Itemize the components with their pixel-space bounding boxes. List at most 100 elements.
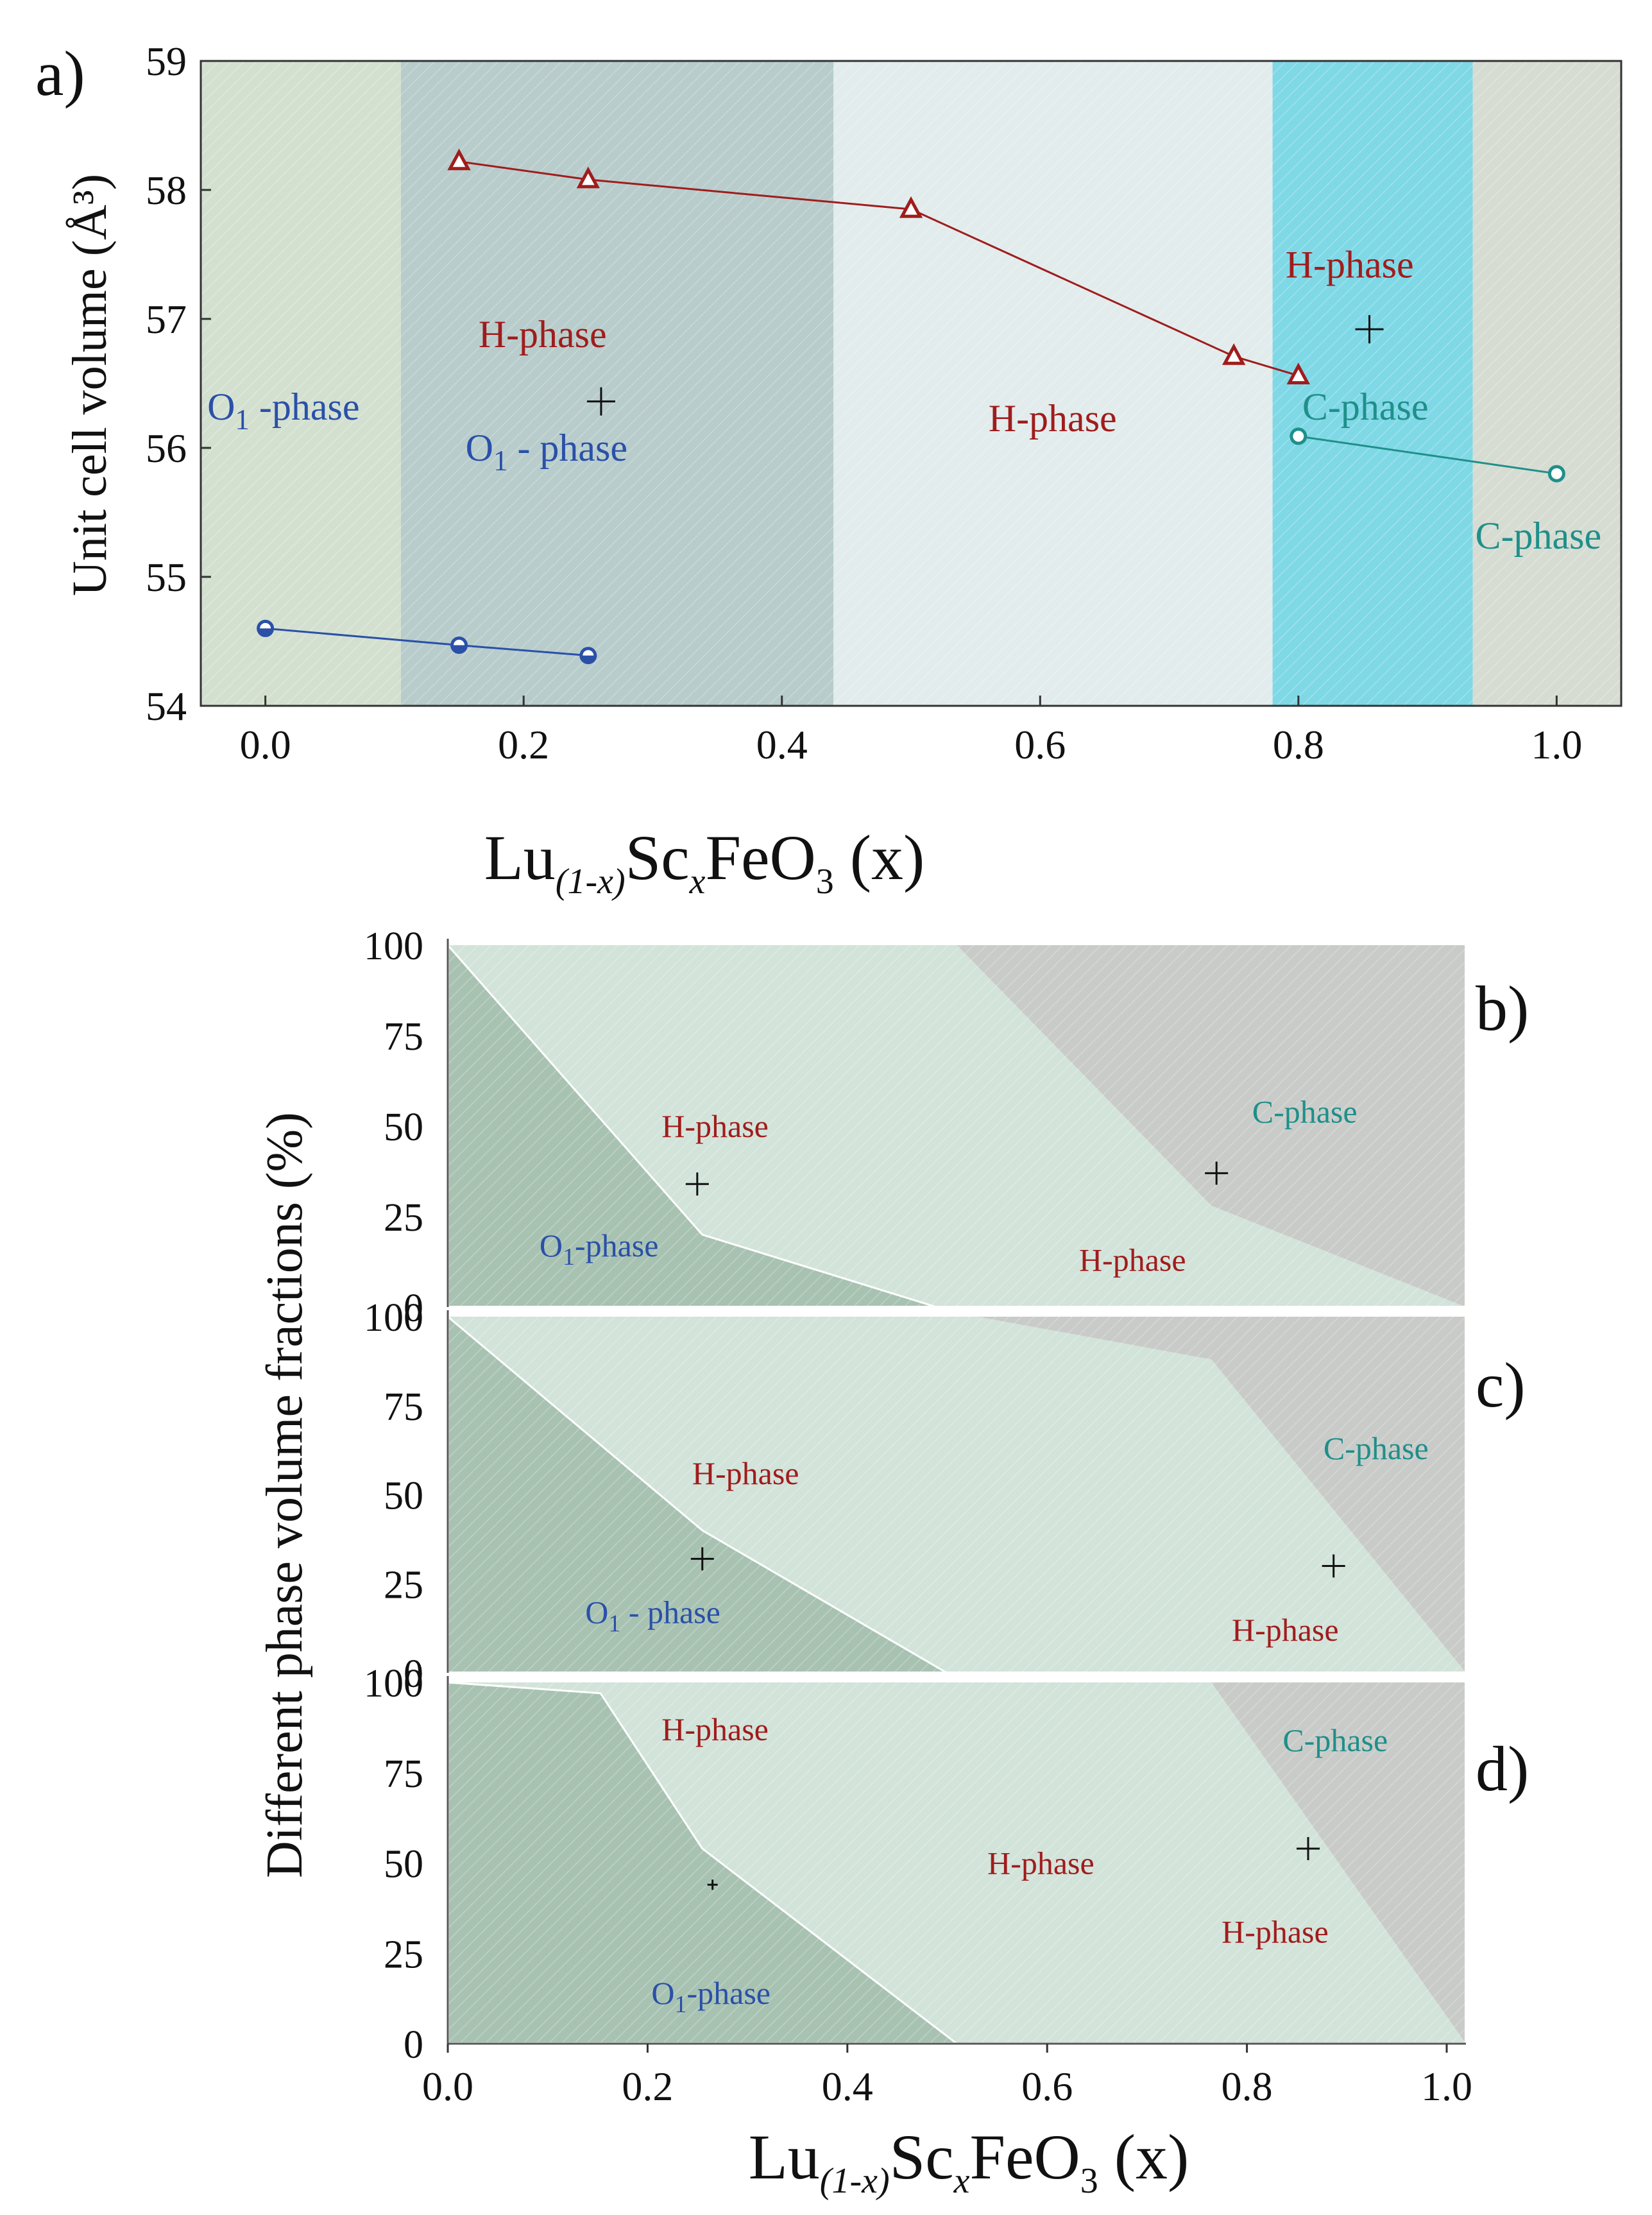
marker-cross-b-1 [1205, 1161, 1229, 1185]
phase-annotation-b-2: C-phase [1252, 1093, 1358, 1129]
marker-cross-a-1 [1355, 315, 1384, 344]
phase-boundary-b [447, 945, 937, 1308]
phase-annotation-a-0: O1 -phase [207, 386, 359, 436]
x-tick-label-bcd: 0.0 [422, 2064, 473, 2109]
annotations-d: H-phase H-phase C-phase H-phase O1-phase [651, 1711, 1388, 2018]
data-point-open-circle [1547, 465, 1565, 483]
y-tick-label-c: 100 [364, 1296, 423, 1340]
data-point-circle-fill [452, 645, 466, 653]
annotations-c: H-phase O1 - phase C-phase H-phase [585, 1430, 1428, 1648]
phase-region-hatch-b-2 [957, 945, 1466, 1307]
phase-region-hatch-a-4 [1472, 61, 1621, 706]
phase-annotation-d-4: O1-phase [651, 1975, 771, 2018]
phase-annotation-a-4: H-phase [1286, 244, 1414, 286]
y-tick-label-a: 54 [146, 683, 187, 729]
phase-boundary-c [447, 1315, 948, 1674]
x-tick-label-bcd: 0.4 [822, 2064, 873, 2109]
y-tick-label-d: 100 [364, 1662, 423, 1706]
x-tick-label-a: 0.4 [756, 722, 808, 767]
x-tick-label-bcd: 0.2 [622, 2064, 673, 2109]
x-tick-label-a: 1.0 [1531, 722, 1582, 767]
panel-label-c: c) [1476, 1349, 1526, 1421]
y-tick-label-a: 56 [146, 425, 187, 471]
y-tick-label-c: 75 [384, 1385, 423, 1429]
phase-region-hatch-a-1 [400, 61, 834, 706]
y-tick-label-b: 100 [364, 925, 423, 968]
x-tick-label-a: 0.0 [240, 722, 291, 767]
phase-annotation-d-0: H-phase [661, 1711, 769, 1747]
data-point-triangle [576, 166, 600, 189]
axis-ticks-a: 0.0 0.2 0.4 0.6 0.8 1.0 54 55 56 57 58 59 [146, 38, 1582, 767]
y-tick-label-b: 50 [384, 1106, 423, 1149]
y-tick-label-a: 57 [146, 296, 187, 342]
chart-panel-d: H-phase H-phase C-phase H-phase O1-phase 0 25… [364, 1662, 1529, 2067]
chart-panel-b: H-phase O1-phase C-phase H-phase 0 25 50 75 100… [364, 925, 1529, 1330]
data-point-triangle [899, 196, 923, 218]
chart-panel-c: H-phase O1 - phase C-phase H-phase 0 25 50 75 1… [364, 1296, 1526, 1696]
panel-label-b: b) [1476, 973, 1529, 1044]
y-axis-label-bcd: Different phase volume fractions (%) [257, 1112, 313, 1878]
phase-regions-c [447, 1309, 1467, 1674]
data-point-circle-fill [258, 628, 273, 636]
y-tick-label-a: 55 [146, 554, 187, 600]
data-point-triangle [1286, 363, 1311, 384]
x-axis-ticks-bcd: 0.0 0.2 0.4 0.6 0.8 1.0 [422, 2042, 1472, 2109]
x-tick-label-bcd: 0.6 [1021, 2064, 1073, 2109]
y-tick-label-b: 25 [384, 1196, 423, 1240]
panel-label-d: d) [1476, 1733, 1529, 1804]
phase-regions-a [201, 61, 1621, 706]
chart-panel-a: O1 -phase H-phase O1 - phase H-phase H-phase… [35, 38, 1622, 767]
phase-annotation-c-1: O1 - phase [585, 1594, 720, 1637]
marker-cross-a-0 [586, 387, 615, 416]
annotations-a: O1 -phase H-phase O1 - phase H-phase H-phase… [207, 244, 1601, 557]
phase-boundary-d [447, 1681, 958, 2045]
panel-label-a: a) [35, 38, 85, 109]
series-line-a-2 [1298, 435, 1557, 475]
annotations-b: H-phase O1-phase C-phase H-phase [540, 1093, 1358, 1278]
y-tick-label-d: 50 [384, 1843, 423, 1886]
phase-region-hatch-a-2 [833, 61, 1273, 706]
y-tick-label-b: 0 [404, 1287, 423, 1330]
marker-cross-b-0 [685, 1172, 709, 1196]
phase-annotation-d-3: H-phase [1222, 1913, 1329, 1949]
y-tick-label-a: 59 [146, 38, 187, 84]
marker-cross-c-1 [1322, 1554, 1345, 1578]
data-series-a [257, 148, 1565, 665]
marker-cross-c-0 [690, 1547, 714, 1571]
phase-annotation-d-1: H-phase [987, 1845, 1094, 1881]
y-tick-label-c: 50 [384, 1475, 423, 1518]
marker-cross-d-0 [707, 1879, 718, 1890]
phase-annotation-c-0: H-phase [692, 1455, 799, 1491]
phase-region-hatch-b-1 [448, 945, 1466, 1307]
x-tick-label-bcd: 0.8 [1222, 2064, 1273, 2109]
phase-region-hatch-d-2 [1211, 1682, 1466, 2044]
phase-region-hatch-b-0 [448, 945, 937, 1307]
phase-annotation-a-2: O1 - phase [466, 427, 627, 477]
y-tick-label-b: 75 [384, 1015, 423, 1059]
plot-frame-a [200, 60, 1622, 707]
y-tick-label-a: 58 [146, 167, 187, 213]
data-point-circle-fill [581, 655, 595, 663]
phase-annotation-a-5: C-phase [1302, 386, 1429, 428]
y-tick-label-d: 75 [384, 1752, 423, 1796]
data-point-triangle [447, 148, 471, 171]
phase-annotation-a-1: H-phase [479, 313, 607, 355]
phase-regions-b [447, 937, 1467, 1308]
data-point-triangle [1222, 343, 1246, 365]
x-axis-label-bcd: Lu(1-x)ScxFeO3 (x) [749, 2121, 1189, 2201]
phase-region-hatch-c-1 [448, 1317, 1466, 1673]
axis-ticks-d: 0 25 50 75 100 [364, 1662, 423, 2067]
phase-annotation-b-3: H-phase [1079, 1242, 1186, 1278]
y-axis-label-a: Unit cell volume (Å³) [63, 174, 117, 596]
phase-annotation-a-6: C-phase [1476, 515, 1602, 557]
y-tick-label-d: 0 [404, 2023, 423, 2067]
phase-regions-d [447, 1675, 1467, 2045]
phase-annotation-a-3: H-phase [989, 397, 1117, 440]
y-tick-label-c: 25 [384, 1563, 423, 1607]
x-tick-label-a: 0.2 [498, 722, 549, 767]
x-tick-label-a: 0.6 [1014, 722, 1066, 767]
y-tick-label-d: 25 [384, 1933, 423, 1976]
phase-region-hatch-a-0 [201, 61, 401, 706]
axis-ticks-b: 0 25 50 75 100 [364, 925, 423, 1330]
